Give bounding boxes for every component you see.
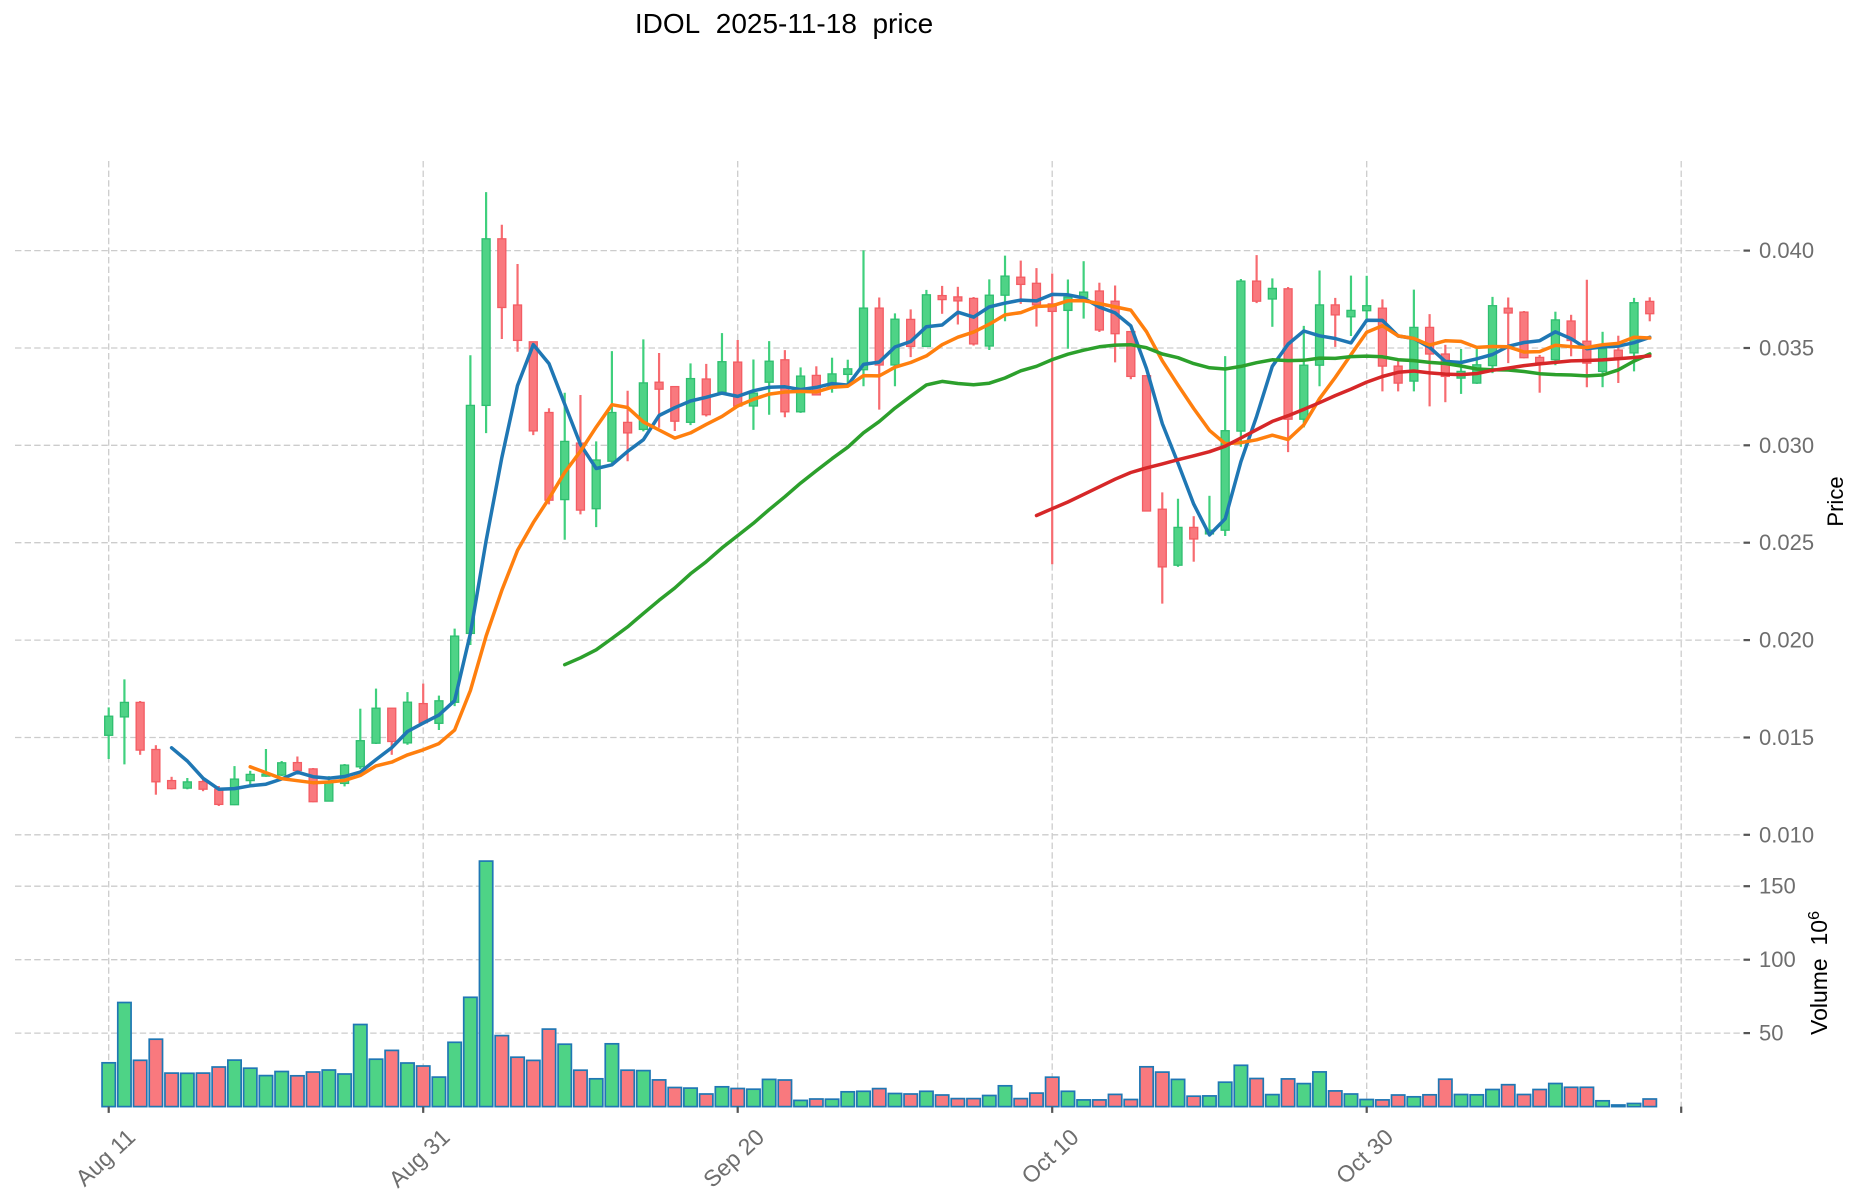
svg-text:100: 100 <box>1759 947 1796 972</box>
svg-text:Price: Price <box>1823 476 1848 526</box>
svg-text:0.030: 0.030 <box>1759 433 1814 458</box>
svg-text:0.035: 0.035 <box>1759 336 1814 361</box>
svg-text:0.040: 0.040 <box>1759 238 1814 263</box>
svg-text:50: 50 <box>1759 1021 1783 1046</box>
svg-text:0.015: 0.015 <box>1759 725 1814 750</box>
svg-text:150: 150 <box>1759 874 1796 899</box>
svg-text:Volume 106: Volume 106 <box>1806 911 1832 1035</box>
svg-text:0.025: 0.025 <box>1759 530 1814 555</box>
svg-text:0.010: 0.010 <box>1759 822 1814 847</box>
svg-text:0.020: 0.020 <box>1759 628 1814 653</box>
svg-text:IDOL 2025-11-18 price: IDOL 2025-11-18 price <box>635 8 933 39</box>
